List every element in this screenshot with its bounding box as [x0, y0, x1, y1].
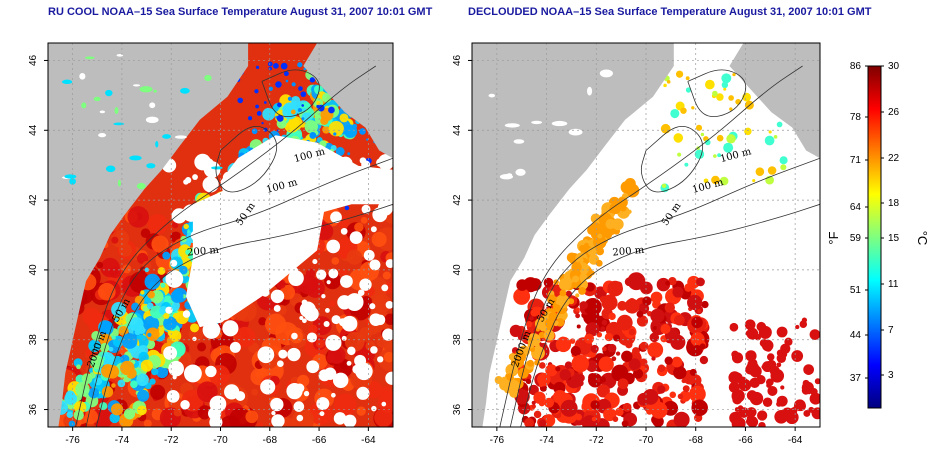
y-tick-label: 46 — [28, 54, 39, 66]
x-tick-label: -64 — [361, 435, 376, 446]
celsius-unit-label: °C — [915, 231, 930, 246]
land-mass — [303, 43, 393, 159]
land-mass — [729, 43, 820, 159]
celsius-tick: 18 — [888, 198, 900, 209]
x-tick-label: -74 — [115, 435, 130, 446]
celsius-tick: 11 — [888, 279, 899, 290]
fahrenheit-tick: 64 — [850, 202, 862, 213]
y-tick-label: 38 — [452, 334, 463, 346]
x-tick-label: -74 — [539, 435, 554, 446]
celsius-tick: 15 — [888, 233, 900, 244]
y-tick-label: 44 — [452, 124, 463, 136]
isobath-contours — [75, 65, 393, 427]
x-tick-label: -68 — [688, 435, 703, 446]
x-tick-label: -72 — [589, 435, 604, 446]
x-tick-label: -76 — [65, 435, 80, 446]
x-tick-label: -66 — [738, 435, 753, 446]
x-tick-label: -70 — [213, 435, 228, 446]
x-tick-label: -76 — [490, 435, 505, 446]
celsius-tick: 3 — [888, 370, 894, 381]
celsius-tick: 30 — [888, 61, 900, 72]
y-tick-label: 40 — [452, 264, 463, 276]
y-tick-label: 40 — [28, 264, 39, 276]
fahrenheit-tick: 86 — [850, 61, 862, 72]
fahrenheit-tick: 59 — [850, 233, 862, 244]
fahrenheit-tick: 78 — [850, 112, 862, 123]
fahrenheit-tick: 44 — [850, 330, 862, 341]
y-tick-label: 46 — [452, 54, 463, 66]
x-tick-label: -64 — [788, 435, 803, 446]
celsius-tick: 22 — [888, 153, 900, 164]
y-tick-label: 42 — [28, 194, 39, 206]
y-tick-label: 44 — [28, 124, 39, 136]
isobath-contours — [499, 65, 820, 427]
colorbar: 86 78 71 64 59 51 44 37 30 26 22 18 15 11 7 3 °F °C — [826, 61, 930, 409]
y-tick-label: 38 — [28, 334, 39, 346]
fahrenheit-tick: 37 — [850, 373, 862, 384]
x-tick-label: -70 — [639, 435, 654, 446]
y-tick-label: 36 — [452, 404, 463, 416]
map-title-declouded: DECLOUDED NOAA–15 Sea Surface Temperatur… — [468, 6, 872, 18]
land-mass — [472, 43, 674, 427]
isobath-label: 200 m — [612, 245, 645, 259]
land-mass — [48, 43, 249, 427]
y-tick-label: 42 — [452, 194, 463, 206]
y-tick-label: 36 — [28, 404, 39, 416]
fahrenheit-tick: 51 — [850, 285, 862, 296]
x-tick-label: -66 — [312, 435, 327, 446]
celsius-tick: 7 — [888, 325, 894, 336]
graticule — [48, 43, 393, 427]
colorbar-gradient — [867, 65, 882, 409]
celsius-tick: 26 — [888, 107, 900, 118]
isobath-label: 200 m — [187, 245, 220, 259]
x-tick-label: -72 — [164, 435, 179, 446]
fahrenheit-tick: 71 — [850, 155, 862, 166]
x-tick-label: -68 — [263, 435, 278, 446]
fahrenheit-unit-label: °F — [826, 231, 841, 244]
map-title-raw: RU COOL NOAA–15 Sea Surface Temperature … — [48, 6, 433, 18]
graticule — [472, 43, 820, 427]
